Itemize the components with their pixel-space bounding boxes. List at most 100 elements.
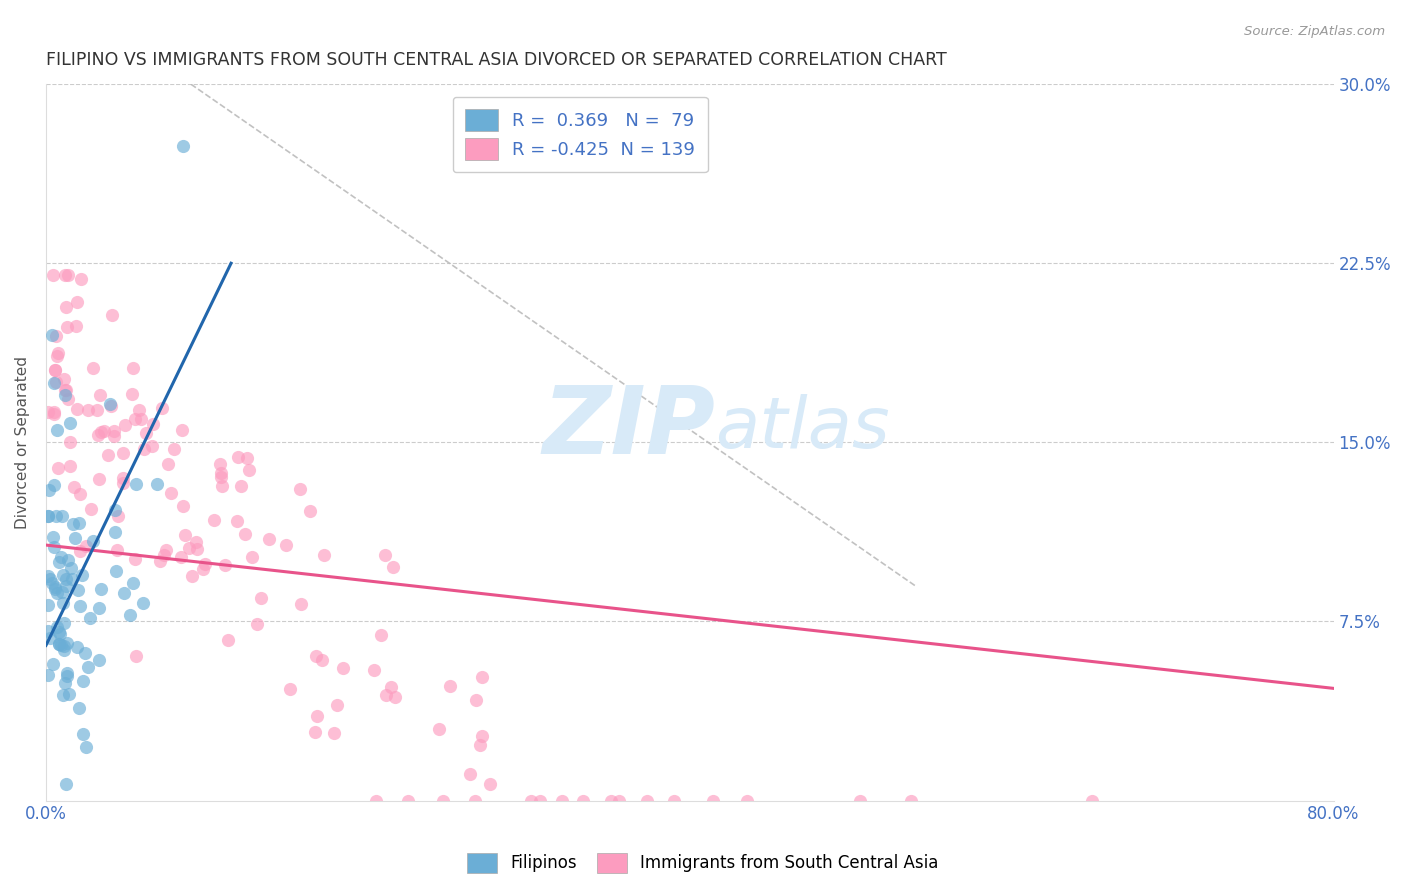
Point [460, 767, 482, 781]
Point [70, 567, 93, 582]
Text: FILIPINO VS IMMIGRANTS FROM SOUTH CENTRAL ASIA DIVORCED OR SEPARATED CORRELATION: FILIPINO VS IMMIGRANTS FROM SOUTH CENTRA… [46, 51, 946, 69]
Point [52, 688, 75, 702]
Point [288, 482, 311, 496]
Point [63, 531, 86, 545]
Point [396, 794, 419, 808]
Point [150, 401, 173, 415]
Point [82, 533, 104, 548]
Point [135, 425, 157, 440]
Point [900, 794, 922, 808]
Point [465, 693, 488, 707]
Point [89, 472, 111, 486]
Point [39, 631, 62, 645]
Point [60, 572, 83, 586]
Point [104, 564, 127, 578]
Point [49, 626, 72, 640]
Point [849, 794, 872, 808]
Point [72, 674, 94, 689]
Point [39, 572, 62, 586]
Point [51, 638, 73, 652]
Point [59, 434, 82, 449]
Point [380, 681, 402, 695]
Point [323, 726, 346, 740]
Point [209, 466, 232, 480]
Point [42, 478, 65, 492]
Point [53, 639, 76, 653]
Point [226, 514, 249, 528]
Point [105, 543, 128, 558]
Point [46, 350, 69, 364]
Point [125, 648, 148, 663]
Point [193, 562, 215, 576]
Point [607, 794, 630, 808]
Point [305, 708, 328, 723]
Point [53, 676, 76, 690]
Point [103, 424, 125, 438]
Point [98, 397, 121, 411]
Legend: Filipinos, Immigrants from South Central Asia: Filipinos, Immigrants from South Central… [461, 847, 945, 880]
Point [125, 477, 148, 491]
Point [170, 423, 193, 437]
Point [42, 376, 65, 390]
Point [735, 794, 758, 808]
Point [382, 560, 405, 574]
Point [551, 794, 574, 808]
Point [101, 308, 124, 322]
Point [52, 568, 75, 582]
Point [104, 503, 127, 517]
Point [59, 458, 82, 473]
Point [53, 372, 76, 386]
Point [118, 608, 141, 623]
Point [112, 476, 135, 491]
Point [75, 647, 97, 661]
Point [44, 363, 66, 377]
Point [290, 598, 312, 612]
Point [55, 300, 77, 314]
Point [374, 549, 396, 563]
Point [69, 599, 91, 613]
Point [58, 552, 80, 566]
Point [141, 440, 163, 454]
Point [41, 575, 63, 590]
Point [63, 480, 86, 494]
Point [235, 450, 257, 465]
Point [427, 722, 450, 736]
Point [664, 794, 686, 808]
Point [66, 582, 89, 597]
Point [87, 428, 110, 442]
Point [217, 633, 239, 648]
Point [51, 585, 73, 599]
Point [363, 663, 385, 677]
Point [312, 548, 335, 562]
Point [75, 539, 97, 553]
Point [103, 429, 125, 443]
Point [37, 668, 59, 682]
Point [153, 548, 176, 562]
Text: ZIP: ZIP [543, 382, 716, 474]
Point [129, 412, 152, 426]
Point [44, 363, 66, 377]
Point [702, 794, 724, 808]
Point [370, 628, 392, 642]
Point [56, 666, 79, 681]
Point [128, 403, 150, 417]
Text: atlas: atlas [716, 393, 890, 463]
Point [529, 794, 551, 808]
Point [67, 701, 90, 715]
Point [325, 698, 347, 712]
Point [214, 558, 236, 573]
Point [55, 572, 77, 586]
Point [246, 616, 269, 631]
Text: Source: ZipAtlas.com: Source: ZipAtlas.com [1244, 25, 1385, 38]
Point [375, 688, 398, 702]
Point [155, 543, 177, 558]
Point [42, 405, 65, 419]
Point [111, 446, 134, 460]
Point [186, 542, 208, 557]
Point [100, 399, 122, 413]
Point [51, 508, 73, 523]
Point [384, 690, 406, 704]
Point [41, 530, 63, 544]
Point [332, 661, 354, 675]
Point [75, 740, 97, 755]
